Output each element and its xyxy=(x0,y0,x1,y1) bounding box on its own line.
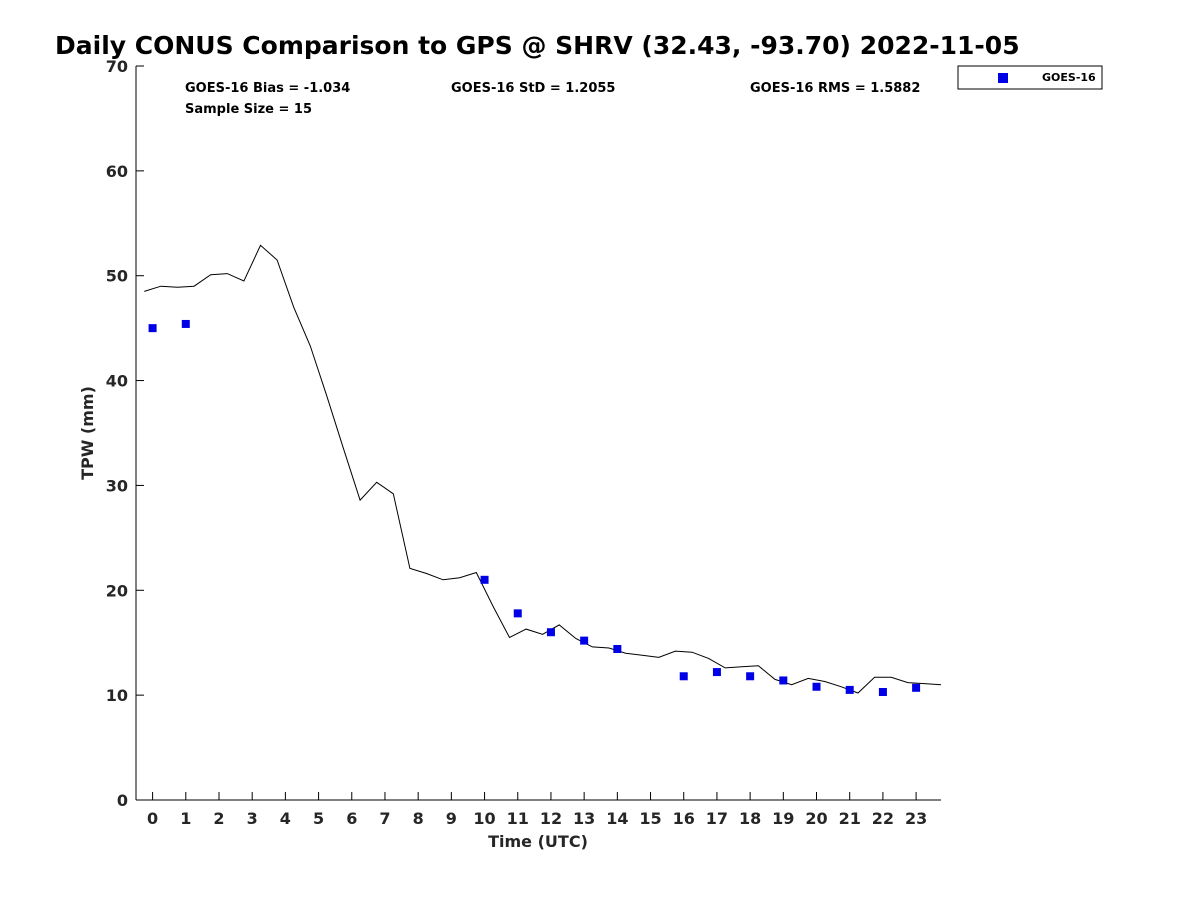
goes16-point xyxy=(712,668,721,677)
legend-box xyxy=(957,65,1103,90)
gps-line xyxy=(144,244,942,694)
x-tick-label: 23 xyxy=(905,809,927,828)
x-tick-label: 16 xyxy=(673,809,695,828)
rms-stat: GOES-16 RMS = 1.5882 xyxy=(750,81,920,96)
x-tick-label: 14 xyxy=(606,809,628,828)
goes16-point xyxy=(878,687,887,696)
goes16-point xyxy=(912,683,921,692)
x-tick-label: 12 xyxy=(540,809,562,828)
x-tick-label: 19 xyxy=(772,809,794,828)
x-tick-label: 4 xyxy=(280,809,291,828)
legend: GOES-16 xyxy=(957,65,1103,90)
x-tick-label: 8 xyxy=(413,809,424,828)
y-tick-label: 30 xyxy=(106,476,128,495)
goes16-point xyxy=(148,324,157,333)
x-tick-label: 6 xyxy=(346,809,357,828)
std-stat: GOES-16 StD = 1.2055 xyxy=(451,81,615,96)
bias-stat: GOES-16 Bias = -1.034 xyxy=(185,81,350,96)
goes16-point xyxy=(546,628,555,637)
x-tick-label: 10 xyxy=(473,809,495,828)
y-tick-label: 40 xyxy=(106,372,128,391)
goes16-point xyxy=(613,645,622,654)
goes16-point xyxy=(845,685,854,694)
goes16-point xyxy=(181,319,190,328)
x-tick-label: 20 xyxy=(805,809,827,828)
x-tick-label: 0 xyxy=(147,809,158,828)
x-tick-label: 18 xyxy=(739,809,761,828)
y-tick-label: 70 xyxy=(106,57,128,76)
y-tick-label: 50 xyxy=(106,267,128,286)
x-tick-label: 1 xyxy=(180,809,191,828)
y-axis-label: TPW (mm) xyxy=(78,386,97,480)
x-tick-label: 2 xyxy=(213,809,224,828)
x-tick-label: 3 xyxy=(247,809,258,828)
y-tick-label: 10 xyxy=(106,686,128,705)
legend-label-goes16: GOES-16 xyxy=(1042,71,1096,84)
gps-series-line xyxy=(144,244,942,694)
goes16-series-points xyxy=(148,319,921,696)
goes16-point xyxy=(779,676,788,685)
x-ticks: 0 1 2 3 4 5 6 7 8 9 10 11 12 13 14 15 16 17 18 19 20 21 22 23 xyxy=(147,792,927,828)
y-tick-label: 60 xyxy=(106,162,128,181)
x-tick-label: 21 xyxy=(839,809,861,828)
sample-size-stat: Sample Size = 15 xyxy=(185,102,312,117)
x-tick-label: 22 xyxy=(872,809,894,828)
goes16-point xyxy=(480,575,489,584)
x-tick-label: 17 xyxy=(706,809,728,828)
x-tick-label: 9 xyxy=(446,809,457,828)
goes16-point xyxy=(513,609,522,618)
y-ticks: 0 10 20 30 40 50 60 70 xyxy=(106,57,144,810)
x-tick-label: 5 xyxy=(313,809,324,828)
legend-marker-goes16 xyxy=(998,73,1008,83)
x-tick-label: 11 xyxy=(507,809,529,828)
x-tick-label: 13 xyxy=(573,809,595,828)
chart-title: Daily CONUS Comparison to GPS @ SHRV (32… xyxy=(55,31,1020,60)
x-tick-label: 15 xyxy=(639,809,661,828)
y-tick-label: 20 xyxy=(106,581,128,600)
goes16-point xyxy=(679,672,688,681)
goes16-point xyxy=(812,682,821,691)
goes16-point xyxy=(746,672,755,681)
x-tick-label: 7 xyxy=(379,809,390,828)
x-axis-label: Time (UTC) xyxy=(488,832,588,851)
goes16-point xyxy=(580,636,589,645)
y-tick-label: 0 xyxy=(117,791,128,810)
